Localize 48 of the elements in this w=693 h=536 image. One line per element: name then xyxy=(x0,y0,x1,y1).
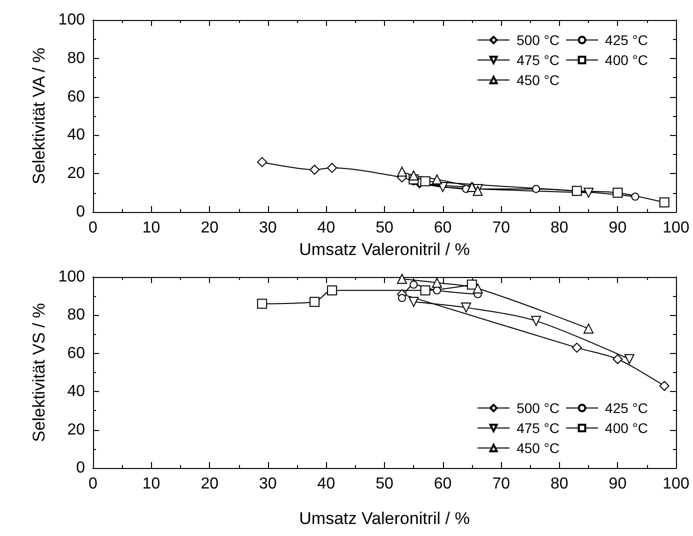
x-tick-label: 60 xyxy=(434,476,452,492)
x-tick-label: 50 xyxy=(376,220,394,236)
x-tick-label: 30 xyxy=(259,476,277,492)
y-tick-label: 100 xyxy=(58,268,86,286)
x-tick-label: 20 xyxy=(200,476,219,492)
x-tick-label: 0 xyxy=(88,220,98,236)
legend-label: 425 °C xyxy=(605,32,648,48)
x-tick-label: 40 xyxy=(317,476,336,492)
legend-label: 400 °C xyxy=(605,52,648,68)
y-tick-label: 40 xyxy=(67,126,86,144)
y-tick-label: 0 xyxy=(76,204,86,220)
y-tick-label: 80 xyxy=(67,50,86,67)
x-tick-label: 10 xyxy=(142,476,160,492)
x-tick-label: 90 xyxy=(608,476,627,492)
legend-label: 450 °C xyxy=(516,440,560,456)
y-axis-title: Selektivität VS / % xyxy=(29,303,48,442)
y-tick-label: 20 xyxy=(67,165,86,182)
x-tick-label: 100 xyxy=(662,220,690,236)
y-axis-title: Selektivität VA / % xyxy=(29,48,48,184)
x-tick-label: 80 xyxy=(550,220,568,236)
x-axis-title: Umsatz Valeronitril / % xyxy=(299,240,470,259)
y-tick-label: 0 xyxy=(76,460,86,476)
y-tick-label: 20 xyxy=(67,421,86,438)
x-tick-label: 50 xyxy=(376,476,394,492)
x-tick-label: 90 xyxy=(608,220,627,236)
legend-label: 500 °C xyxy=(516,400,560,416)
y-tick-label: 40 xyxy=(67,383,86,400)
x-tick-label: 80 xyxy=(550,476,568,492)
x-axis-title: Umsatz Valeronitril / % xyxy=(299,509,470,528)
x-tick-label: 100 xyxy=(662,476,690,492)
x-tick-label: 70 xyxy=(492,476,510,492)
x-tick-label: 70 xyxy=(492,220,510,236)
y-tick-label: 60 xyxy=(67,344,86,362)
x-tick-label: 10 xyxy=(142,220,160,236)
y-tick-label: 100 xyxy=(58,12,86,28)
x-tick-label: 0 xyxy=(88,476,98,492)
legend-label: 475 °C xyxy=(516,420,560,436)
legend-label: 500 °C xyxy=(516,32,560,48)
x-tick-label: 20 xyxy=(200,220,219,236)
x-tick-label: 30 xyxy=(259,220,277,236)
legend-label: 475 °C xyxy=(516,52,560,68)
y-tick-label: 80 xyxy=(67,306,86,324)
y-tick-label: 60 xyxy=(67,88,86,106)
legend-label: 425 °C xyxy=(605,400,648,416)
legend-label: 450 °C xyxy=(516,72,560,88)
legend-label: 400 °C xyxy=(605,420,648,436)
x-tick-label: 40 xyxy=(317,220,336,236)
x-tick-label: 60 xyxy=(434,220,452,236)
